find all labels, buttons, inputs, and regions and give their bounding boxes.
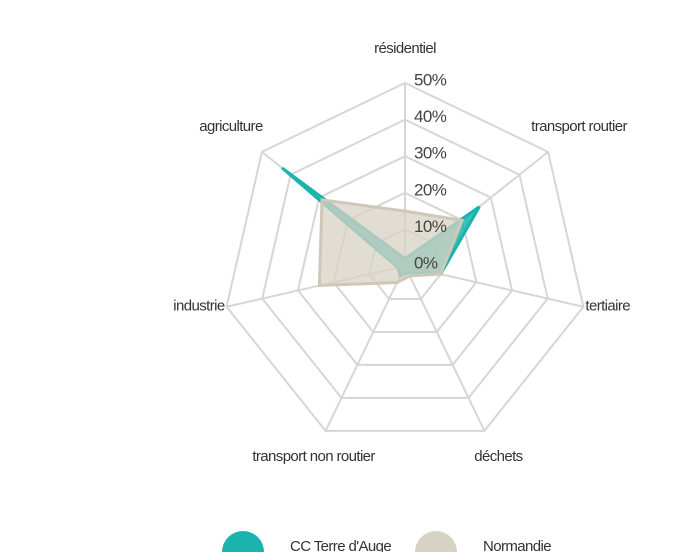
legend-swatch <box>415 531 457 552</box>
category-label: transport non routier <box>252 448 375 465</box>
category-label: industrie <box>173 298 225 315</box>
series-area <box>317 198 465 288</box>
r-tick-label: 50% <box>414 70 447 89</box>
category-label: tertiaire <box>585 298 630 315</box>
r-tick-label: 10% <box>414 217 447 236</box>
category-label: déchets <box>474 448 522 465</box>
r-tick-label: 40% <box>414 107 447 126</box>
r-tick-label: 30% <box>414 144 447 163</box>
grid-ring <box>261 118 549 399</box>
spoke <box>324 265 406 432</box>
spoke <box>404 265 486 432</box>
legend-label: Normandie <box>483 538 551 552</box>
category-label: résidentiel <box>374 40 436 57</box>
legend-label: CC Terre d'Auge <box>290 538 391 552</box>
category-label: transport routier <box>531 118 627 135</box>
grid-ring <box>296 155 514 366</box>
r-tick-label: 20% <box>414 180 447 199</box>
legend-swatch <box>222 531 264 552</box>
category-label: agriculture <box>199 118 263 135</box>
grid-ring <box>225 81 585 432</box>
r-tick-label: 0% <box>414 253 438 272</box>
